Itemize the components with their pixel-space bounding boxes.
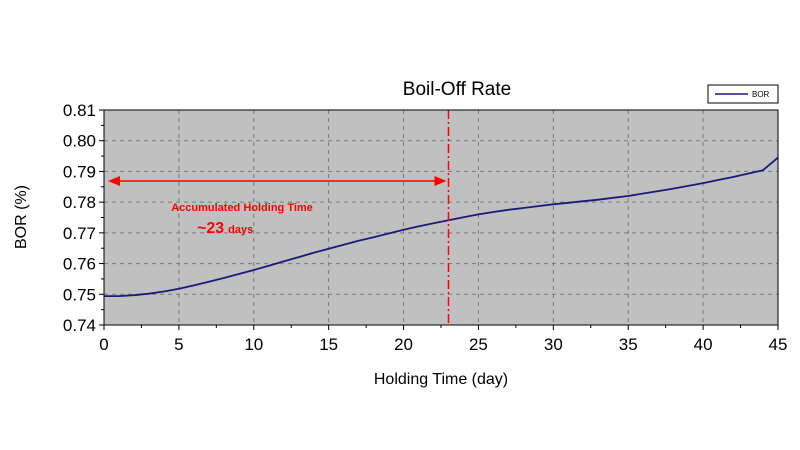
y-tick-label: 0.77 <box>63 224 96 243</box>
chart-title: Boil-Off Rate <box>403 79 511 100</box>
x-tick-label: 25 <box>469 335 488 354</box>
y-tick-label: 0.81 <box>63 101 96 120</box>
grid-lines <box>104 110 778 325</box>
y-tick-label: 0.75 <box>63 285 96 304</box>
x-tick-label: 40 <box>694 335 713 354</box>
x-axis-title: Holding Time (day) <box>374 371 508 388</box>
x-tick-label: 45 <box>769 335 788 354</box>
y-tick-label: 0.78 <box>63 193 96 212</box>
y-axis: 0.74 0.75 0.76 0.77 0.78 0.79 0.80 0.81 <box>63 101 104 335</box>
x-tick-label: 30 <box>544 335 563 354</box>
legend-label: BOR <box>752 90 770 99</box>
legend: BOR <box>707 84 779 104</box>
series-line-bor <box>104 156 779 298</box>
y-tick-label: 0.80 <box>63 132 96 151</box>
annotation-value-number: ~23 <box>197 220 224 237</box>
x-tick-label: 10 <box>244 335 263 354</box>
x-tick-label: 15 <box>319 335 338 354</box>
annotation-label: Accumulated Holding Time <box>171 202 313 214</box>
annotation-layer: Accumulated Holding Time ~23 days <box>108 110 450 325</box>
x-tick-label: 35 <box>619 335 638 354</box>
arrow-head-left <box>108 176 120 186</box>
arrow-head-right <box>434 176 447 186</box>
annotation-value: ~23 days <box>197 220 253 237</box>
x-tick-label: 0 <box>99 335 108 354</box>
series-layer <box>104 156 779 298</box>
x-tick-label: 5 <box>174 335 183 354</box>
y-tick-label: 0.79 <box>63 162 96 181</box>
x-tick-label: 20 <box>394 335 413 354</box>
y-axis-title: BOR (%) <box>13 185 30 249</box>
x-axis: 0 5 10 15 20 25 30 35 40 45 <box>99 325 787 354</box>
annotation-value-unit: days <box>228 224 253 236</box>
y-tick-label: 0.76 <box>63 255 96 274</box>
plot-area <box>103 109 779 326</box>
y-tick-label: 0.74 <box>63 316 96 335</box>
